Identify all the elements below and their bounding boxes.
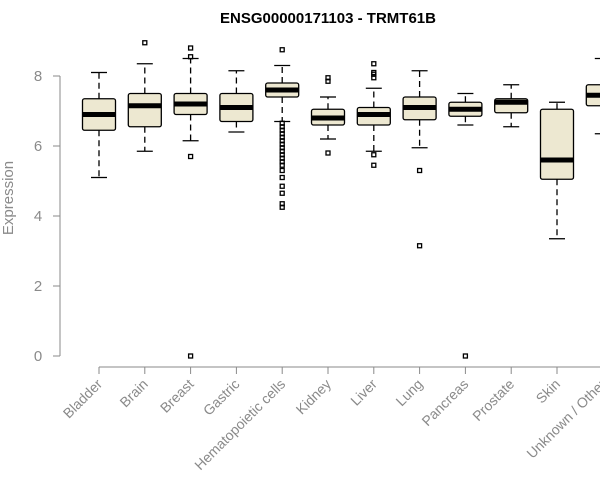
x-category-label: Pancreas [418, 376, 471, 429]
outlier-point [371, 61, 377, 67]
outlier-point [325, 78, 331, 84]
outlier-point [371, 152, 377, 158]
y-tick-label: 6 [34, 138, 42, 155]
x-category-label: Prostate [469, 376, 517, 424]
box-series [81, 40, 600, 359]
box-breast [173, 45, 208, 359]
box-kidney [310, 75, 346, 156]
box-gastric [219, 70, 254, 133]
outlier-point [279, 167, 285, 174]
box-lung [402, 70, 437, 249]
outlier-point [279, 183, 285, 189]
box-pancreas [448, 92, 483, 359]
box-hematopoietic-cells [265, 47, 300, 210]
iqr-box [127, 92, 162, 128]
outlier-point [142, 40, 148, 46]
box-prostate [494, 84, 529, 128]
x-category-label: Hematopoietic cells [191, 376, 288, 473]
y-axis: 0 2 4 6 8 [34, 68, 61, 365]
outlier-point [187, 153, 194, 160]
y-tick-label: 8 [34, 68, 42, 85]
outlier-point [279, 174, 285, 181]
box-liver [356, 61, 391, 168]
outlier-point [371, 75, 377, 81]
outlier-point [279, 47, 285, 53]
iqr-box [539, 108, 575, 180]
outlier-point [416, 243, 423, 249]
outlier-point [279, 162, 285, 168]
box-bladder [81, 71, 117, 179]
chart-title: ENSG00000171103 - TRMT61B [220, 10, 436, 27]
outlier-point [187, 353, 194, 359]
y-tick-label: 4 [34, 208, 42, 225]
outlier-point [279, 190, 285, 196]
outlier-point [416, 167, 423, 174]
x-category-label: Brain [116, 376, 150, 410]
x-category-label: Skin [533, 376, 564, 407]
outlier-point [187, 54, 194, 60]
outlier-point [371, 162, 377, 168]
y-tick-label: 2 [34, 278, 42, 295]
x-category-label: Liver [347, 376, 380, 409]
x-category-label: Lung [392, 376, 425, 409]
box-skin [539, 101, 575, 240]
x-category-label: Bladder [60, 376, 106, 422]
outlier-point [462, 353, 469, 359]
y-tick-label: 0 [34, 348, 42, 365]
x-category-label: Gastric [200, 376, 243, 419]
x-category-label: Kidney [293, 376, 335, 418]
outlier-point [187, 45, 194, 51]
outlier-point [325, 150, 331, 156]
outlier-point [279, 204, 285, 210]
box-unknown-other [585, 57, 600, 135]
x-category-label: Breast [157, 376, 197, 416]
y-axis-label: Expression [0, 161, 17, 235]
box-brain [127, 40, 162, 152]
